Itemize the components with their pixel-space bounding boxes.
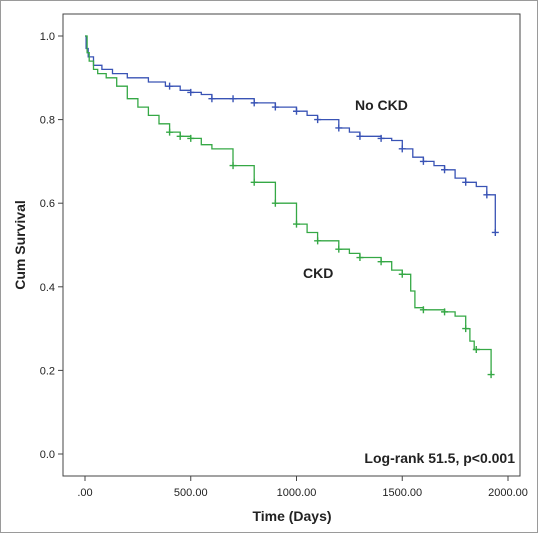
censor-mark-ckd <box>293 220 300 228</box>
censor-mark-no-ckd <box>293 107 300 115</box>
series-layer <box>85 35 499 379</box>
censor-mark-no-ckd <box>377 134 385 142</box>
censor-mark-ckd <box>398 270 406 278</box>
censor-mark-ckd <box>487 371 495 379</box>
y-axis: 0.0 0.2 0.4 0.6 0.8 1.0 <box>40 31 63 461</box>
censor-mark-no-ckd <box>314 116 322 124</box>
censor-mark-no-ckd <box>398 145 406 153</box>
censor-mark-ckd <box>250 178 258 186</box>
y-tick-label: 0.6 <box>40 198 55 210</box>
censor-mark-no-ckd <box>356 132 364 140</box>
x-tick-label: 500.00 <box>174 487 208 499</box>
censor-mark-no-ckd <box>491 228 499 236</box>
y-tick-label: 0.8 <box>40 115 55 127</box>
censor-mark-ckd <box>472 346 480 353</box>
x-tick-label: 1500.00 <box>382 487 422 499</box>
censor-mark-no-ckd <box>462 178 470 186</box>
censor-mark-ckd <box>419 306 427 314</box>
logrank-annotation: Log-rank 51.5, p<0.001 <box>364 450 515 466</box>
censor-mark-ckd <box>441 308 449 316</box>
censor-mark-no-ckd <box>250 99 258 107</box>
censor-mark-ckd <box>229 162 237 170</box>
censor-mark-ckd <box>176 132 184 140</box>
censor-mark-ckd <box>314 237 322 245</box>
censor-mark-no-ckd <box>335 124 343 132</box>
censor-mark-no-ckd <box>229 95 237 103</box>
censor-mark-no-ckd <box>208 95 216 103</box>
plot-area <box>62 13 521 477</box>
y-tick-label: 1.0 <box>40 31 55 43</box>
censor-mark-ckd <box>271 199 279 207</box>
censor-mark-no-ckd <box>271 103 279 111</box>
x-axis: .00 500.00 1000.00 1500.00 2000.00 <box>77 476 528 499</box>
censor-mark-no-ckd <box>187 88 195 96</box>
no-ckd-label: No CKD <box>355 97 408 113</box>
y-tick-label: 0.0 <box>40 449 55 461</box>
x-tick-label: 2000.00 <box>488 487 528 499</box>
censor-mark-ckd <box>462 325 470 333</box>
censor-mark-ckd <box>187 134 195 142</box>
y-tick-label: 0.2 <box>40 365 55 377</box>
x-axis-title: Time (Days) <box>252 508 331 524</box>
y-tick-label: 0.4 <box>40 282 55 294</box>
censor-mark-no-ckd <box>166 82 174 90</box>
x-tick-label: .00 <box>77 487 92 499</box>
censor-mark-ckd <box>356 254 364 262</box>
censor-mark-ckd <box>335 245 343 253</box>
x-tick-label: 1000.00 <box>277 487 317 499</box>
censor-mark-no-ckd <box>441 166 449 174</box>
censor-mark-ckd <box>377 258 385 266</box>
censor-mark-ckd <box>166 128 174 136</box>
ckd-label: CKD <box>303 265 333 281</box>
censor-mark-no-ckd <box>483 191 491 199</box>
censor-mark-no-ckd <box>419 157 427 165</box>
y-axis-title: Cum Survival <box>12 200 28 289</box>
